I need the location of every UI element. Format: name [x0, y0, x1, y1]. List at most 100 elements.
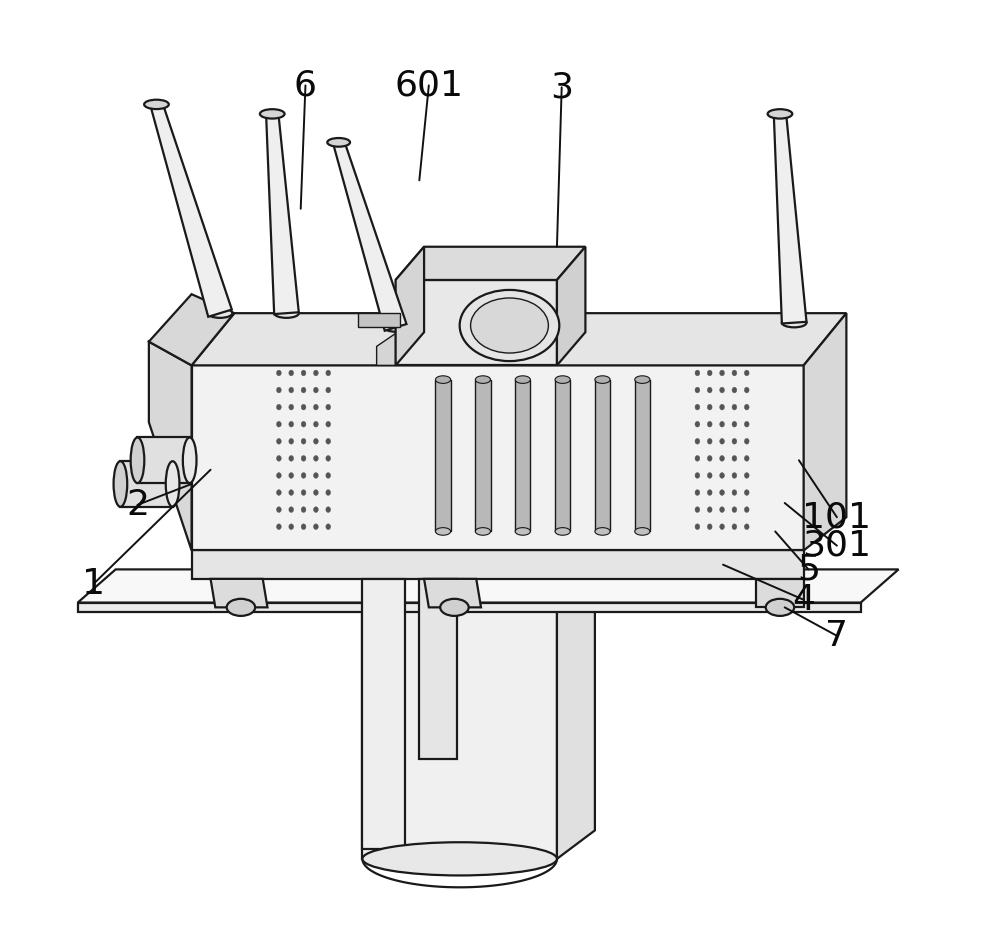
Ellipse shape	[314, 387, 318, 393]
Polygon shape	[804, 313, 846, 550]
Polygon shape	[396, 247, 424, 365]
Ellipse shape	[166, 461, 179, 507]
Ellipse shape	[695, 404, 700, 410]
Ellipse shape	[114, 461, 127, 507]
Ellipse shape	[314, 421, 318, 427]
Polygon shape	[396, 280, 557, 365]
Ellipse shape	[301, 370, 306, 376]
Ellipse shape	[744, 387, 749, 393]
Ellipse shape	[227, 599, 255, 616]
Ellipse shape	[695, 387, 700, 393]
Ellipse shape	[326, 387, 331, 393]
Ellipse shape	[277, 438, 281, 444]
Ellipse shape	[289, 507, 294, 512]
Ellipse shape	[595, 528, 610, 535]
Ellipse shape	[208, 308, 232, 318]
Polygon shape	[149, 342, 192, 550]
Text: 3: 3	[550, 70, 573, 104]
Ellipse shape	[277, 404, 281, 410]
Ellipse shape	[595, 376, 610, 383]
Polygon shape	[149, 294, 234, 365]
Text: 5: 5	[797, 552, 820, 586]
Ellipse shape	[695, 490, 700, 495]
Text: 7: 7	[825, 619, 848, 653]
Ellipse shape	[471, 298, 548, 353]
Ellipse shape	[707, 438, 712, 444]
Ellipse shape	[707, 421, 712, 427]
Ellipse shape	[695, 421, 700, 427]
Ellipse shape	[720, 370, 724, 376]
Ellipse shape	[720, 438, 724, 444]
Ellipse shape	[289, 370, 294, 376]
Ellipse shape	[732, 473, 737, 478]
Ellipse shape	[260, 109, 285, 119]
Polygon shape	[362, 579, 557, 859]
Ellipse shape	[301, 473, 306, 478]
Polygon shape	[151, 102, 232, 317]
Ellipse shape	[695, 507, 700, 512]
Ellipse shape	[326, 404, 331, 410]
Ellipse shape	[695, 473, 700, 478]
Ellipse shape	[314, 438, 318, 444]
Ellipse shape	[768, 109, 792, 119]
Ellipse shape	[440, 599, 469, 616]
Polygon shape	[557, 247, 585, 365]
Ellipse shape	[289, 438, 294, 444]
Ellipse shape	[301, 456, 306, 461]
Ellipse shape	[782, 318, 807, 327]
Ellipse shape	[720, 473, 724, 478]
Ellipse shape	[301, 490, 306, 495]
Ellipse shape	[289, 456, 294, 461]
Ellipse shape	[707, 524, 712, 530]
Ellipse shape	[732, 524, 737, 530]
Ellipse shape	[744, 438, 749, 444]
Polygon shape	[78, 603, 861, 612]
Polygon shape	[377, 332, 398, 365]
Ellipse shape	[277, 524, 281, 530]
Ellipse shape	[314, 490, 318, 495]
Text: 6: 6	[294, 68, 317, 102]
Ellipse shape	[732, 387, 737, 393]
Ellipse shape	[274, 308, 299, 318]
Polygon shape	[774, 114, 806, 324]
Ellipse shape	[289, 421, 294, 427]
Ellipse shape	[301, 507, 306, 512]
Ellipse shape	[695, 456, 700, 461]
Ellipse shape	[515, 376, 530, 383]
Ellipse shape	[555, 528, 570, 535]
Ellipse shape	[744, 404, 749, 410]
Ellipse shape	[732, 456, 737, 461]
Polygon shape	[192, 550, 804, 579]
Polygon shape	[266, 114, 299, 314]
Ellipse shape	[707, 387, 712, 393]
Ellipse shape	[301, 421, 306, 427]
Ellipse shape	[707, 404, 712, 410]
Ellipse shape	[732, 370, 737, 376]
Ellipse shape	[732, 438, 737, 444]
Ellipse shape	[289, 387, 294, 393]
Polygon shape	[333, 140, 406, 331]
Ellipse shape	[144, 100, 169, 109]
Ellipse shape	[635, 528, 650, 535]
Text: 101: 101	[802, 500, 871, 534]
Ellipse shape	[131, 437, 144, 483]
Polygon shape	[635, 380, 650, 531]
Polygon shape	[424, 579, 481, 607]
Polygon shape	[419, 579, 457, 759]
Ellipse shape	[720, 490, 724, 495]
Polygon shape	[192, 313, 846, 365]
Ellipse shape	[277, 421, 281, 427]
Ellipse shape	[732, 421, 737, 427]
Ellipse shape	[301, 404, 306, 410]
Ellipse shape	[301, 387, 306, 393]
Polygon shape	[362, 579, 405, 849]
Ellipse shape	[475, 528, 491, 535]
Ellipse shape	[744, 456, 749, 461]
Ellipse shape	[744, 473, 749, 478]
Ellipse shape	[707, 370, 712, 376]
Polygon shape	[137, 437, 190, 483]
Ellipse shape	[744, 524, 749, 530]
Ellipse shape	[635, 376, 650, 383]
Polygon shape	[78, 569, 899, 603]
Ellipse shape	[277, 473, 281, 478]
